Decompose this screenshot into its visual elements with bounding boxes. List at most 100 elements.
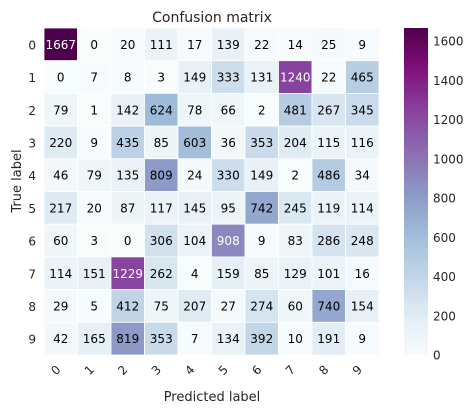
heatmap-cell: [177, 289, 212, 323]
heatmap-cell: [77, 256, 112, 290]
cell-value-label: 9: [358, 38, 366, 52]
colorbar-tick-label: 0: [433, 349, 441, 363]
heatmap-cell: [244, 289, 279, 323]
heatmap-cell: [43, 289, 78, 323]
heatmap-cell: [211, 191, 246, 225]
heatmap-cell: [211, 321, 246, 356]
cell-value-label: 46: [53, 169, 68, 183]
cell-value-label: 20: [120, 38, 135, 52]
cell-value-label: 392: [250, 332, 273, 346]
colorbar-tick-label: 1200: [433, 113, 464, 127]
cell-value-label: 9: [358, 332, 366, 346]
x-tick-label: 9: [350, 363, 365, 378]
cell-value-label: 345: [351, 103, 374, 117]
cell-value-label: 245: [284, 201, 307, 215]
heatmap-cell: [144, 321, 179, 356]
x-tick-label: 0: [48, 363, 63, 378]
heatmap-cell: [110, 191, 145, 225]
heatmap-cell-labels: 1667 0 20 111 17 139 22 14 25 90 7 8 3 149 333 131 1240 2…: [45, 38, 373, 346]
heatmap-cell: [110, 256, 145, 290]
cell-value-label: 129: [284, 267, 307, 281]
cell-value-label: 79: [53, 103, 68, 117]
heatmap-cell: [345, 321, 380, 356]
heatmap-cell: [311, 289, 346, 323]
cell-value-label: 0: [124, 234, 132, 248]
cell-value-label: 217: [49, 201, 72, 215]
cell-value-label: 131: [250, 71, 273, 85]
heatmap-cell: [144, 256, 179, 290]
cell-value-label: 116: [351, 136, 374, 150]
x-tick-label: 3: [149, 363, 164, 378]
heatmap-cell: [110, 289, 145, 323]
cell-value-label: 1229: [112, 267, 143, 281]
cell-value-label: 25: [321, 38, 336, 52]
cell-value-label: 412: [116, 299, 139, 313]
cell-value-label: 78: [187, 103, 202, 117]
cell-value-label: 9: [258, 234, 266, 248]
heatmap-cell: [345, 125, 380, 160]
heatmap-cell: [345, 27, 380, 62]
cell-value-label: 0: [90, 38, 98, 52]
heatmap-cell: [345, 158, 380, 192]
heatmap-cell: [311, 223, 346, 258]
heatmap-cell: [43, 125, 78, 160]
heatmap-cell: [177, 191, 212, 225]
cell-value-label: 7: [191, 332, 199, 346]
cell-value-label: 134: [217, 332, 240, 346]
colorbar-tick-label: 1400: [433, 74, 464, 88]
heatmap-cell: [77, 321, 112, 356]
cell-value-label: 5: [90, 299, 98, 313]
cell-value-label: 149: [250, 169, 273, 183]
heatmap-cell: [77, 60, 112, 94]
cell-value-label: 286: [317, 234, 340, 248]
x-tick-label: 5: [216, 363, 231, 378]
cell-value-label: 66: [221, 103, 236, 117]
cell-value-label: 42: [53, 332, 68, 346]
heatmap-cell: [144, 191, 179, 225]
cell-value-label: 908: [217, 234, 240, 248]
heatmap-cell: [311, 60, 346, 94]
chart-title: Confusion matrix: [152, 10, 272, 26]
heatmap-cell: [244, 321, 279, 356]
heatmap-cell: [244, 125, 279, 160]
cell-value-label: 819: [116, 332, 139, 346]
cell-value-label: 151: [83, 267, 106, 281]
colorbar-tick-label: 1600: [433, 35, 464, 49]
x-tick-label: 2: [115, 363, 130, 378]
colorbar-tick-label: 600: [433, 231, 456, 245]
cell-value-label: 159: [217, 267, 240, 281]
heatmap-cell: [278, 289, 313, 323]
heatmap-cell: [77, 158, 112, 192]
cell-value-label: 7: [90, 71, 98, 85]
x-axis-label: Predicted label: [164, 390, 261, 405]
cell-value-label: 139: [217, 38, 240, 52]
colorbar-tick-label: 800: [433, 192, 456, 206]
heatmap-cell: [43, 27, 78, 62]
heatmap-cell: [43, 93, 78, 127]
heatmap-cell: [345, 223, 380, 258]
cell-value-label: 104: [183, 234, 206, 248]
heatmap-cell: [211, 223, 246, 258]
heatmap-cell: [144, 223, 179, 258]
cell-value-label: 145: [183, 201, 206, 215]
heatmap-cell: [278, 27, 313, 62]
cell-value-label: 330: [217, 169, 240, 183]
cell-value-label: 95: [221, 201, 236, 215]
cell-value-label: 353: [150, 332, 173, 346]
heatmap-cell: [311, 191, 346, 225]
cell-value-label: 135: [116, 169, 139, 183]
cell-value-label: 10: [288, 332, 303, 346]
cell-value-label: 809: [150, 169, 173, 183]
cell-value-label: 22: [321, 71, 336, 85]
heatmap-cell: [43, 321, 78, 356]
cell-value-label: 17: [187, 38, 202, 52]
heatmap-cell: [177, 158, 212, 192]
cell-value-label: 20: [87, 201, 102, 215]
heatmap-cell: [278, 60, 313, 94]
cell-value-label: 624: [150, 103, 173, 117]
heatmap-cell: [77, 93, 112, 127]
cell-value-label: 465: [351, 71, 374, 85]
cell-value-label: 262: [150, 267, 173, 281]
cell-value-label: 3: [157, 71, 165, 85]
